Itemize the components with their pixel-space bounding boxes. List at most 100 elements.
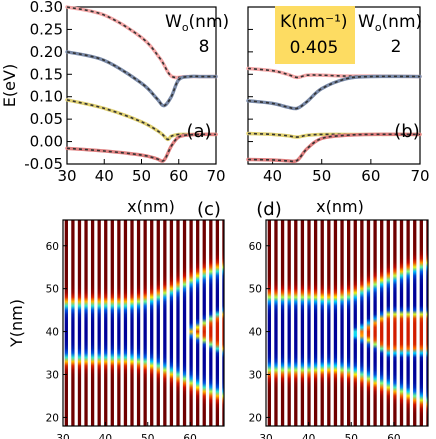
y-tick-label: 50 xyxy=(46,284,59,296)
field-stripe xyxy=(156,220,160,426)
field-stripe xyxy=(307,220,311,426)
x-tick-label: 40 xyxy=(263,167,282,185)
x-tick-label: 30 xyxy=(259,433,272,439)
field-stripe xyxy=(340,220,344,426)
width-legend-unit: (nm) xyxy=(189,12,230,32)
heatmap-frame xyxy=(265,219,429,427)
heatmap-field xyxy=(266,220,428,426)
series-2-line xyxy=(65,50,218,108)
field-stripe xyxy=(189,220,193,426)
field-stripe xyxy=(169,220,174,426)
field-stripe xyxy=(280,220,285,426)
x-tick-label: 60 xyxy=(169,167,188,185)
field-stripe xyxy=(300,220,305,426)
panel-b-chart: 40 50 60 70 Wo(nm) 2 (b) K(nm⁻¹) 0.405 x(nm) xyxy=(246,6,430,216)
field-stripe xyxy=(110,220,114,426)
field-stripe xyxy=(399,220,404,426)
field-stripe xyxy=(327,220,331,426)
field-stripe xyxy=(426,220,428,426)
field-stripe xyxy=(419,220,423,426)
field-stripe xyxy=(287,220,291,426)
field-stripe xyxy=(150,220,154,426)
y-tick-label: 0.00 xyxy=(30,133,63,151)
k-label: K(nm⁻¹) xyxy=(280,12,348,32)
y-tick-label: 60 xyxy=(249,241,262,253)
field-stripe xyxy=(353,220,357,426)
panel-a-chart: 30 40 50 60 70 -0.05 0.00 0.05 0.10 0.15 0.20 0.25 0… xyxy=(0,0,229,216)
field-stripe xyxy=(313,220,318,426)
y-tick-label: 20 xyxy=(46,412,59,424)
panel-label: (a) xyxy=(186,121,211,142)
field-stripe xyxy=(209,220,213,426)
k-value-box xyxy=(275,6,355,64)
field-stripe xyxy=(360,220,364,426)
x-tick-label: 60 xyxy=(361,167,380,185)
width-legend-symbol: W xyxy=(358,12,375,32)
panel-c-heatmap: 30 40 50 60 20 30 40 50 60 Y(nm) (c) xyxy=(7,199,225,439)
field-stripe xyxy=(274,220,278,426)
panel-label: (c) xyxy=(197,199,221,220)
y-tick-label: 0.15 xyxy=(30,65,63,83)
field-stripe xyxy=(202,220,206,426)
field-stripe xyxy=(136,220,141,426)
series-4-line xyxy=(65,132,218,163)
width-legend-label: Wo(nm) xyxy=(165,12,229,34)
x-tick-label: 50 xyxy=(312,167,331,185)
y-tick-label: 0.10 xyxy=(30,88,63,106)
field-stripe xyxy=(196,220,200,426)
field-stripe xyxy=(163,220,167,426)
field-stripe xyxy=(386,220,390,426)
heatmap-field xyxy=(63,220,224,426)
y-tick-label: 0.30 xyxy=(30,0,63,16)
width-legend-value: 8 xyxy=(199,37,210,57)
x-tick-label: 50 xyxy=(345,433,358,439)
field-stripe xyxy=(97,220,101,426)
y-tick-label: 50 xyxy=(249,284,262,296)
field-stripe xyxy=(182,220,187,426)
panel-label: (d) xyxy=(256,199,281,220)
field-stripe xyxy=(104,220,108,426)
field-stripe xyxy=(117,220,121,426)
series-1-dashes xyxy=(66,6,216,79)
x-tick-label: 70 xyxy=(206,167,225,185)
field-stripe xyxy=(267,220,272,426)
x-tick-label: 70 xyxy=(410,167,429,185)
heatmap-frame xyxy=(62,219,225,427)
x-tick-label: 40 xyxy=(95,167,114,185)
field-stripe xyxy=(333,220,338,426)
field-stripe xyxy=(71,220,75,426)
x-tick-label: 40 xyxy=(99,433,112,439)
field-stripe xyxy=(90,220,95,426)
panel-label: (b) xyxy=(394,121,419,142)
field-stripe xyxy=(77,220,82,426)
width-legend-value: 2 xyxy=(391,37,402,57)
width-legend-subscript: o xyxy=(375,21,382,34)
field-stripe xyxy=(373,220,377,426)
y-tick-label: 0.25 xyxy=(30,20,63,38)
y-tick-label: 40 xyxy=(249,327,262,339)
x-axis-label-top-right: x(nm) xyxy=(316,197,364,216)
k-value: 0.405 xyxy=(290,38,339,58)
field-stripe xyxy=(294,220,298,426)
y-tick-label: 40 xyxy=(46,327,59,339)
x-tick-label: 30 xyxy=(56,433,69,439)
y-tick-label: 20 xyxy=(249,412,262,424)
y-tick-label: 0.05 xyxy=(30,110,63,128)
field-stripe xyxy=(215,220,220,426)
field-stripe xyxy=(176,220,180,426)
x-tick-label: 30 xyxy=(57,167,76,185)
field-stripe xyxy=(393,220,397,426)
field-stripe xyxy=(123,220,128,426)
width-legend-subscript: o xyxy=(182,21,189,34)
series-4-line xyxy=(246,132,422,164)
y-axis-label: Y(nm) xyxy=(7,299,26,348)
y-tick-label: -0.05 xyxy=(24,155,63,173)
width-legend-label: Wo(nm) xyxy=(358,12,422,34)
field-stripe xyxy=(366,220,371,426)
y-tick-label: 30 xyxy=(249,370,262,382)
field-stripe xyxy=(143,220,147,426)
x-tick-label: 60 xyxy=(183,433,196,439)
field-stripe xyxy=(130,220,134,426)
width-legend-unit: (nm) xyxy=(382,12,423,32)
